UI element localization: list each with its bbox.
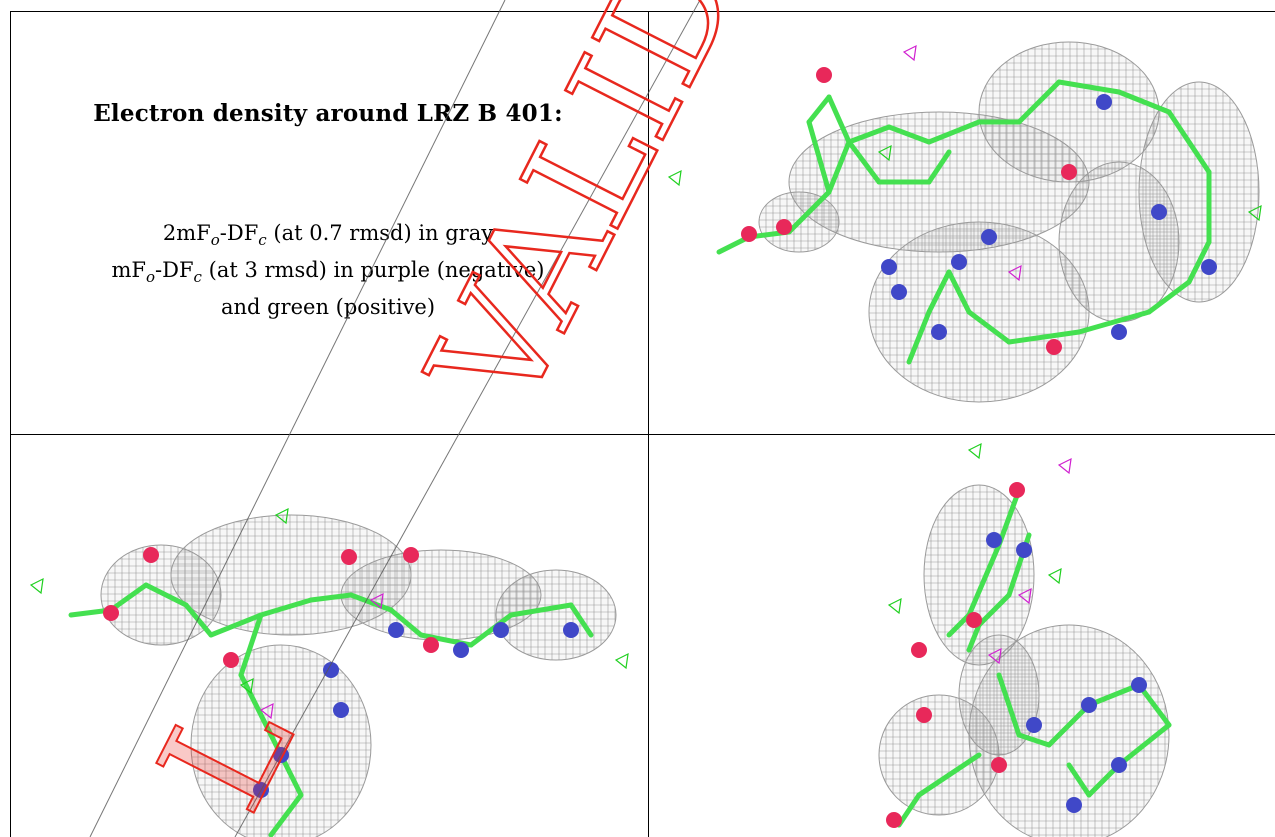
negative-density <box>1017 587 1032 605</box>
oxygen-atom <box>1009 482 1025 498</box>
nitrogen-atom <box>453 642 469 658</box>
density-mesh <box>190 644 372 837</box>
oxygen-atom <box>886 812 902 828</box>
oxygen-atom <box>741 226 757 242</box>
oxygen-atom <box>403 547 419 563</box>
nitrogen-atom <box>951 254 967 270</box>
oxygen-atom <box>1061 164 1077 180</box>
bonds <box>806 94 952 195</box>
nitrogen-atom <box>273 747 289 763</box>
nitrogen-atom <box>253 782 269 798</box>
density-mesh <box>1058 161 1180 323</box>
positive-density <box>29 577 44 595</box>
negative-density <box>902 44 917 62</box>
negative-density <box>987 647 1002 665</box>
table-border-left <box>10 11 11 837</box>
nitrogen-atom <box>1201 259 1217 275</box>
positive-density <box>887 597 902 615</box>
oxygen-atom <box>966 612 982 628</box>
positive-density <box>1247 204 1262 222</box>
density-view-3 <box>649 435 1275 837</box>
nitrogen-atom <box>1066 797 1082 813</box>
bonds <box>896 752 982 828</box>
nitrogen-atom <box>493 622 509 638</box>
molecule-render-1 <box>667 41 1262 403</box>
nitrogen-atom <box>1026 717 1042 733</box>
negative-density <box>1007 264 1022 282</box>
nitrogen-atom <box>1111 324 1127 340</box>
nitrogen-atom <box>1016 542 1032 558</box>
negative-density <box>1057 457 1072 475</box>
oxygen-atom <box>143 547 159 563</box>
legend-line-gray: 2mFo-DFc (at 0.7 rmsd) in gray <box>162 221 494 250</box>
oxygen-atom <box>816 67 832 83</box>
nitrogen-atom <box>931 324 947 340</box>
oxygen-atom <box>223 652 239 668</box>
nitrogen-atom <box>1131 677 1147 693</box>
molecule-render-2 <box>29 507 629 837</box>
density-mesh <box>878 694 1000 816</box>
nitrogen-atom <box>1151 204 1167 220</box>
legend-line-positive: and green (positive) <box>220 295 436 320</box>
legend-text: 2mFo-DFc (at 0.7 rmsd) in gray mFo-DFc (… <box>10 218 646 322</box>
density-view-1 <box>649 12 1275 434</box>
density-mesh <box>1138 81 1260 303</box>
density-mesh <box>978 41 1160 183</box>
nitrogen-atom <box>1111 757 1127 773</box>
positive-density <box>667 169 682 187</box>
oxygen-atom <box>341 549 357 565</box>
nitrogen-atom <box>891 284 907 300</box>
oxygen-atom <box>916 707 932 723</box>
figure-title: Electron density around LRZ B 401: <box>93 100 563 127</box>
positive-density <box>1047 567 1062 585</box>
legend-line-diff: mFo-DFc (at 3 rmsd) in purple (negative) <box>111 258 545 287</box>
density-view-2 <box>11 435 648 837</box>
nitrogen-atom <box>323 662 339 678</box>
nitrogen-atom <box>981 229 997 245</box>
positive-density <box>877 144 892 162</box>
oxygen-atom <box>423 637 439 653</box>
oxygen-atom <box>103 605 119 621</box>
oxygen-atom <box>1046 339 1062 355</box>
nitrogen-atom <box>388 622 404 638</box>
nitrogen-atom <box>1081 697 1097 713</box>
nitrogen-atom <box>986 532 1002 548</box>
oxygen-atom <box>911 642 927 658</box>
positive-density <box>614 652 629 670</box>
nitrogen-atom <box>333 702 349 718</box>
oxygen-atom <box>991 757 1007 773</box>
caption-cell: Electron density around LRZ B 401: 2mFo-… <box>10 12 646 432</box>
nitrogen-atom <box>1096 94 1112 110</box>
nitrogen-atom <box>881 259 897 275</box>
molecule-render-3 <box>878 442 1172 837</box>
nitrogen-atom <box>563 622 579 638</box>
bonds <box>716 79 1212 365</box>
bonds <box>946 487 1022 638</box>
density-mesh <box>868 221 1090 403</box>
density-mesh <box>968 624 1170 837</box>
positive-density <box>967 442 982 460</box>
bonds <box>996 672 1172 798</box>
oxygen-atom <box>776 219 792 235</box>
